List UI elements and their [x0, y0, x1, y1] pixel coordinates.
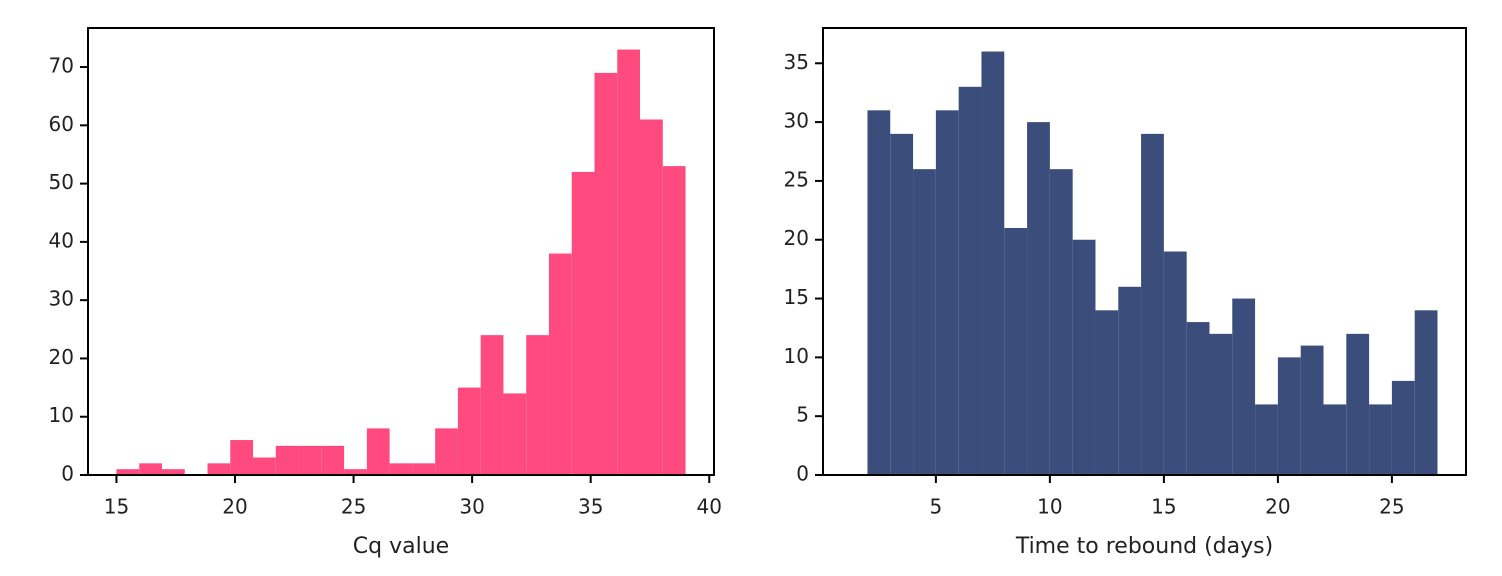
bar [1186, 322, 1210, 475]
bar [958, 86, 982, 475]
x-tick-label: 5 [929, 495, 942, 519]
y-tick-label: 10 [784, 344, 809, 368]
y-tick-label: 5 [796, 403, 809, 427]
bar [321, 445, 345, 475]
y-tick-label: 20 [49, 345, 74, 369]
x-tick-label: 35 [578, 495, 603, 519]
y-tick-label: 30 [49, 287, 74, 311]
bar [1346, 333, 1370, 475]
bar [298, 445, 322, 475]
bar [1209, 333, 1233, 475]
bar [935, 110, 959, 475]
y-tick-label: 30 [784, 109, 809, 133]
bar [1072, 239, 1096, 475]
bar [1391, 380, 1415, 475]
bar [1141, 133, 1164, 476]
x-tick-label: 40 [697, 495, 722, 519]
bar [116, 469, 140, 475]
bar [435, 428, 458, 475]
bar [253, 457, 276, 475]
bar [1369, 404, 1392, 475]
y-tick-label: 15 [784, 285, 809, 309]
bar [548, 253, 572, 475]
x-tick-label: 25 [341, 495, 366, 519]
bar [139, 463, 162, 475]
y-tick-label: 60 [49, 112, 74, 136]
x-tick-label: 30 [459, 495, 484, 519]
bar [1232, 298, 1256, 475]
bar [457, 387, 481, 475]
y-tick-label: 0 [796, 462, 809, 486]
bar [662, 166, 686, 475]
bar [161, 469, 185, 475]
y-tick-label: 50 [49, 170, 74, 194]
y-tick-label: 35 [784, 50, 809, 74]
bar [1004, 227, 1028, 475]
x-axis-label: Cq value [353, 534, 449, 559]
bar [230, 440, 254, 475]
y-tick-label: 10 [49, 403, 74, 427]
bar [1163, 251, 1187, 475]
y-tick-label: 0 [61, 462, 74, 486]
bar [503, 393, 527, 475]
bar [1300, 345, 1324, 475]
bar [1095, 310, 1119, 475]
bar [344, 469, 367, 475]
bar [412, 463, 436, 475]
bar [571, 171, 595, 475]
bar [1323, 404, 1347, 475]
x-tick-label: 15 [1151, 495, 1176, 519]
y-tick-label: 40 [49, 228, 74, 252]
bar [207, 463, 231, 475]
bar [366, 428, 390, 475]
bar [890, 133, 914, 476]
bar [389, 463, 413, 475]
x-tick-label: 15 [104, 495, 129, 519]
bar [867, 110, 891, 475]
x-tick-label: 20 [1265, 495, 1290, 519]
bar [1027, 122, 1050, 476]
y-tick-label: 20 [784, 226, 809, 250]
y-tick-label: 70 [49, 54, 74, 78]
bar [526, 335, 549, 475]
bar [1118, 286, 1142, 475]
bar [1255, 404, 1278, 475]
plot-frame [822, 27, 1467, 476]
bar [640, 119, 663, 475]
x-axis-label: Time to rebound (days) [1015, 534, 1273, 559]
bar [981, 51, 1005, 476]
x-tick-label: 10 [1037, 495, 1062, 519]
y-tick-label: 25 [784, 167, 809, 191]
bar [1049, 169, 1073, 475]
bar [480, 335, 504, 475]
plot-frame [87, 27, 715, 476]
bar [1277, 357, 1301, 475]
bar [275, 445, 299, 475]
bar [913, 169, 936, 475]
bar [594, 72, 618, 475]
bar [617, 49, 641, 475]
bar [1414, 310, 1438, 475]
x-tick-label: 25 [1379, 495, 1404, 519]
x-tick-label: 20 [222, 495, 247, 519]
